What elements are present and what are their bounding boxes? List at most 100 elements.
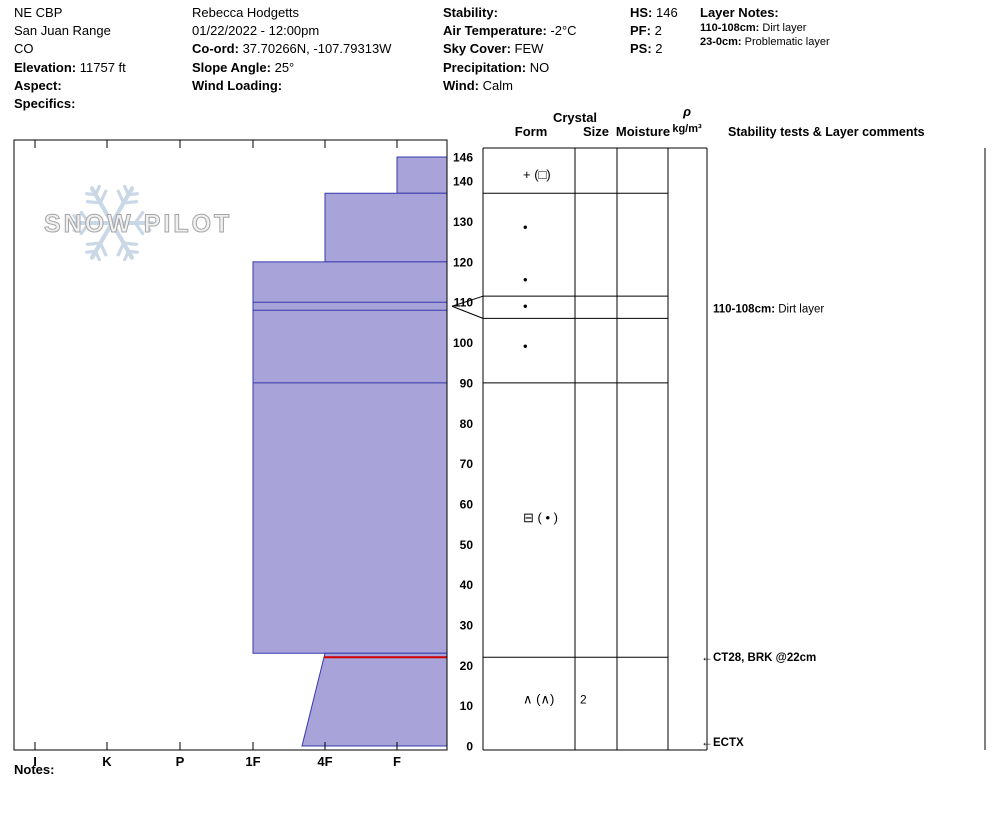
snowflake-icon [79,210,91,225]
hardness-axis-label: I [33,754,37,769]
pf-value: 2 [654,23,662,39]
depth-axis-label: 50 [460,538,474,552]
snow-layer [301,652,448,747]
snow-layer [396,156,448,194]
slope-angle-value: 25° [274,59,295,75]
depth-axis-label: 20 [460,659,474,673]
snow-layer [324,192,448,263]
specifics-label: Specifics: [14,95,76,111]
layer-note-text: Problematic layer [744,35,830,48]
depth-axis-label: 100 [453,336,473,350]
profile-plot-border [13,139,448,751]
stability-label: Stability: [443,5,498,20]
pit-name: NE CBP [14,5,63,20]
snowflake-icon [116,189,126,205]
state: CO [14,41,34,57]
snowflake-icon [85,192,98,197]
grain-form-symbol: • [523,298,528,313]
precipitation-value: NO [529,59,550,75]
observer-name: Rebecca Hodgetts [192,5,299,20]
notes-label: Notes: [14,762,55,777]
depth-axis-label: 120 [453,255,473,269]
snowpilot-logo: SNOW PILOT [44,184,232,262]
stability-annotation: ECTX [713,737,744,749]
annotation-arrow-icon: ← [701,650,713,664]
hardness-axis-label: F [393,754,401,769]
air-temp-value: -2°C [550,23,577,39]
snowflake-icon [123,184,130,197]
snowflake-icon [133,221,145,236]
annotation-arrow-icon: ← [701,735,713,749]
depth-axis-label: 40 [460,578,474,592]
snowflake-icon [85,200,102,205]
layer-notes-block: Layer Notes: 110-108cm: Dirt layer 23-0c… [700,4,830,49]
hardness-axis-label: 4F [317,754,332,769]
elevation-label: Elevation: [14,59,77,75]
depth-axis-label: 60 [460,497,474,511]
observation-datetime: 01/22/2022 - 12:00pm [192,23,320,39]
snowflake-icon [98,189,108,205]
depth-axis-label: 30 [460,618,474,632]
ps-value: 2 [655,41,663,57]
layer-note-label: 23-0cm: [700,35,742,48]
grain-form-symbol: • [523,220,528,235]
layer-notes-title: Layer Notes: [700,5,779,20]
snowpilot-logo-text: SNOW PILOT [44,210,232,238]
snowflake-icon [143,214,152,225]
hardness-axis-label: P [176,754,185,769]
sky-cover-value: FEW [514,41,544,57]
mountain-range: San Juan Range [14,23,111,39]
snowflake-icon [90,186,134,260]
density-header: ρ [682,104,691,119]
ps-label: PS: [630,41,652,57]
layer-note-text: Dirt layer [762,22,807,35]
crystal-header: Crystal [553,110,597,125]
form-header: Form [515,124,548,139]
stability-annotation: 110-108cm: Dirt layer [713,303,824,315]
depth-axis-label: 130 [453,215,473,229]
stability-tests-header: Stability tests & Layer comments [728,125,925,139]
precipitation-label: Precipitation: [443,59,527,75]
grain-form-symbol: • [523,339,528,354]
notes-section: Notes: [14,762,54,777]
snowflake-icon [122,200,139,205]
hardness-profile [252,156,448,747]
hardness-axis-label: K [102,754,112,769]
snowflake-icon [85,241,102,246]
pf-label: PF: [630,23,651,39]
moisture-header: Moisture [616,124,670,139]
conditions-block: Stability: Air Temperature: -2°C Sky Cov… [443,4,577,95]
depth-axis-label: 80 [460,417,474,431]
aspect-label: Aspect: [14,77,62,93]
depth-axis-label: 90 [460,376,474,390]
observer-info-block: Rebecca Hodgetts 01/22/2022 - 12:00pm Co… [192,4,391,95]
snowflake-icon [98,241,108,257]
site-info-block: NE CBP San Juan Range CO Elevation: 1175… [14,4,126,113]
coord-label: Co-ord: [192,41,239,57]
snowflake-icon [133,210,145,225]
snow-layer [252,261,448,654]
summary-block: HS: 146 PF: 2 PS: 2 [630,4,678,59]
snowflake-icon [79,221,91,236]
snowflake-icon [122,241,139,246]
hardness-axis-label: 1F [245,754,260,769]
elevation-value: 11757 ft [79,59,126,75]
grain-form-symbol: • [523,272,528,287]
size-header: Size [583,124,609,139]
snowflake-icon [72,221,81,232]
coord-value: 37.70266N, -107.79313W [242,41,392,57]
snowflake-icon [126,249,139,254]
thin-layer-callout-line [451,295,484,307]
sky-cover-label: Sky Cover: [443,41,511,57]
snowflake-icon [94,249,101,262]
depth-axis-label: 0 [466,740,473,754]
wind-label: Wind: [443,77,479,93]
wind-value: Calm [482,77,513,93]
density-units-header: kg/m³ [672,123,702,135]
hs-value: 146 [656,5,678,20]
grain-form-symbol: ∧ (∧) [523,692,554,707]
snowflake-icon [116,241,126,257]
grain-form-symbol: + (□) [523,167,551,182]
depth-axis-label: 10 [460,699,474,713]
